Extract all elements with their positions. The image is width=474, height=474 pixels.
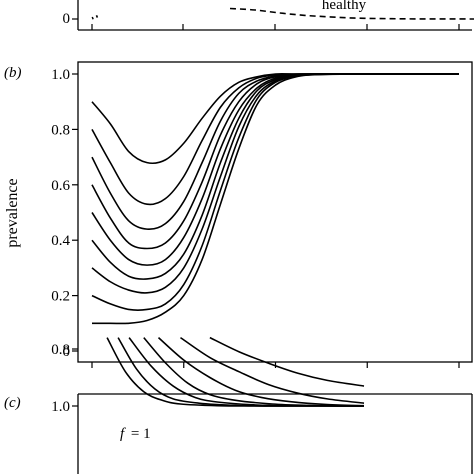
- panel-b-series-line-1: [91, 72, 459, 165]
- panel-a-ytick: 0: [63, 11, 71, 27]
- panel-b-frame: [77, 61, 473, 363]
- panel-c-series-line-6: [180, 336, 365, 404]
- panel-a-series-dashed: [229, 7, 474, 20]
- panel-c-ytick-label: 0.8: [51, 342, 70, 358]
- panel-b-ticks: 0 0.2 0.4 0.6 0.8 1.0: [51, 67, 460, 368]
- panel-b-label: (b): [4, 65, 22, 81]
- panel-c-label: (c): [4, 395, 21, 411]
- panel-b-ytick-label: 0.2: [51, 289, 70, 305]
- panel-b: (b) prevalence 0 0.2 0.4 0.6 0.8 1.0: [4, 61, 473, 368]
- panel-b-ytick-label: 0.6: [51, 178, 70, 194]
- panel-b-series-line-7: [91, 73, 459, 294]
- panel-a: 0 healthy: [63, 0, 474, 31]
- panel-b-ytick-label: 0.4: [51, 233, 70, 249]
- panel-c-ticks: 1.0 0.8: [51, 342, 78, 415]
- panel-b-series-group: [91, 72, 459, 325]
- panel-b-ytick-label: 0: [63, 344, 71, 360]
- panel-b-series-line-2: [91, 73, 459, 206]
- panel-c-annotation: f = 1: [120, 426, 151, 442]
- panel-c-series-line-4: [143, 337, 365, 407]
- panel-c: (c) f = 1 1.0 0.8: [4, 336, 473, 474]
- panel-a-annotation-healthy: healthy: [322, 0, 367, 13]
- panel-c-annotation-f: f: [120, 426, 126, 442]
- panel-b-ytick-label: 0.8: [51, 122, 70, 138]
- panel-b-ylabel: prevalence: [4, 178, 21, 247]
- panel-c-series-group: [106, 336, 365, 407]
- panel-b-series-line-9: [92, 73, 459, 325]
- panel-b-series-line-8: [91, 73, 459, 311]
- panel-a-series-dotted: [91, 14, 99, 20]
- panel-c-series-line-7: [209, 336, 365, 387]
- panel-c-annotation-value: = 1: [131, 426, 151, 442]
- panel-c-ytick-label: 1.0: [51, 399, 70, 415]
- panel-a-series-group: [91, 7, 474, 20]
- panel-b-series-line-3: [91, 73, 459, 231]
- panel-b-series-line-4: [91, 73, 459, 250]
- panel-b-series-line-5: [91, 73, 459, 266]
- panel-c-series-line-1: [106, 337, 364, 407]
- panel-b-ytick-label: 1.0: [51, 67, 70, 83]
